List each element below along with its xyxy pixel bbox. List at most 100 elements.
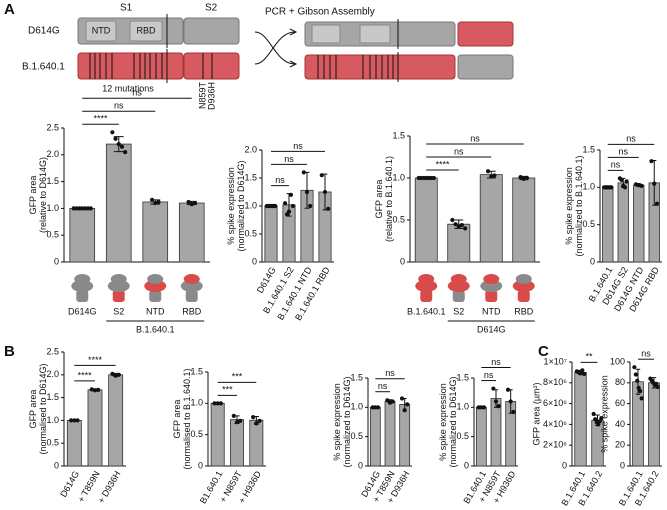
spike-icon-stalk bbox=[420, 290, 433, 302]
data-point bbox=[505, 387, 511, 392]
data-point bbox=[96, 387, 101, 392]
spike-icon-stalk bbox=[452, 290, 465, 302]
mutation-label: N859T bbox=[197, 82, 207, 110]
y-tick-label: 0.5 bbox=[190, 429, 203, 439]
spike-icon-ntd bbox=[480, 280, 503, 292]
y-tick-label: 1.0 bbox=[582, 182, 595, 192]
y-tick-label: 0 bbox=[198, 460, 203, 470]
bar bbox=[178, 202, 205, 263]
y-axis-label: % spike expression bbox=[599, 375, 609, 453]
data-point bbox=[518, 175, 523, 180]
y-tick-label: 2×10⁶ bbox=[543, 440, 567, 450]
y-tick-label: 1.5 bbox=[244, 172, 257, 182]
data-point bbox=[580, 368, 585, 373]
data-point bbox=[288, 192, 294, 197]
significance-label: ns bbox=[454, 146, 464, 156]
data-point bbox=[69, 418, 74, 423]
y-tick-label: 40 bbox=[615, 419, 625, 429]
group-label: B.1.640.1 bbox=[136, 324, 175, 334]
spike-icon-ntd bbox=[447, 280, 470, 292]
data-point bbox=[597, 419, 602, 424]
significance-label: ns bbox=[284, 154, 294, 164]
bar bbox=[87, 389, 103, 467]
chimera-bar bbox=[457, 54, 514, 80]
y-axis-label: GFP area(normalised to D614G) bbox=[28, 363, 48, 454]
spike-icon-rbd bbox=[450, 274, 467, 284]
y-tick-label: 1.5 bbox=[350, 372, 363, 382]
spike-icon-ntd bbox=[144, 280, 167, 292]
spike-icon-ntd bbox=[180, 280, 203, 292]
spike-icon-rbd bbox=[483, 274, 500, 284]
data-point bbox=[431, 175, 436, 181]
data-point bbox=[156, 199, 161, 205]
y-tick-label: 8×10⁶ bbox=[543, 377, 567, 387]
data-point bbox=[282, 201, 288, 206]
data-point bbox=[639, 396, 644, 401]
bar bbox=[69, 207, 96, 263]
spike-icon-stalk bbox=[185, 290, 198, 302]
data-point bbox=[649, 159, 654, 164]
data-point bbox=[638, 389, 643, 394]
data-point bbox=[582, 371, 587, 377]
data-point bbox=[508, 399, 513, 404]
x-tick-label: RBD bbox=[514, 306, 534, 316]
x-tick-label: NTD bbox=[482, 306, 501, 316]
data-point bbox=[186, 199, 191, 205]
y-tick-label: 1.5 bbox=[582, 144, 595, 154]
significance-label: ns bbox=[484, 370, 494, 380]
domain-label: RBD bbox=[136, 25, 156, 35]
bar bbox=[512, 177, 536, 263]
y-tick-label: 1×10⁷ bbox=[543, 356, 567, 366]
y-tick-label: 2.0 bbox=[46, 149, 59, 159]
y-tick-label: 0.5 bbox=[392, 214, 405, 224]
ntd-box bbox=[85, 20, 117, 42]
significance-label: **** bbox=[93, 114, 108, 124]
data-point bbox=[399, 396, 405, 401]
data-point bbox=[635, 378, 640, 383]
data-point bbox=[456, 224, 461, 229]
mutation-label: D936H bbox=[206, 82, 216, 110]
method-label: PCR + Gibson Assembly bbox=[265, 7, 375, 18]
bar bbox=[574, 371, 587, 467]
significance-label: ns bbox=[378, 381, 388, 391]
data-point bbox=[633, 372, 638, 377]
significance-label: ns bbox=[626, 134, 636, 144]
data-point bbox=[524, 175, 530, 181]
bar bbox=[648, 382, 660, 467]
y-tick-label: 0 bbox=[400, 256, 405, 266]
mutations-label: 12 mutations bbox=[102, 83, 154, 93]
data-point bbox=[212, 401, 217, 406]
y-tick-label: 100 bbox=[610, 356, 625, 366]
data-point bbox=[654, 201, 660, 206]
x-tick-label: S2 bbox=[113, 306, 124, 316]
data-point bbox=[632, 365, 637, 370]
significance-label: ns bbox=[114, 101, 124, 111]
data-point bbox=[234, 420, 240, 425]
domain-label: S1 bbox=[120, 3, 133, 14]
spike-icon-ntd bbox=[71, 280, 94, 292]
spike-icon-ntd bbox=[415, 280, 438, 292]
data-point bbox=[123, 150, 128, 155]
data-point bbox=[492, 173, 497, 178]
ntd-box bbox=[311, 24, 341, 44]
significance-label: ns bbox=[641, 349, 651, 359]
bar bbox=[490, 398, 502, 467]
y-axis-label: GFP area(normalised to B.1.640.1) bbox=[172, 368, 192, 469]
data-point bbox=[290, 203, 296, 209]
data-point bbox=[652, 181, 657, 186]
data-point bbox=[116, 372, 121, 377]
panel-label: C bbox=[538, 343, 549, 360]
data-point bbox=[254, 421, 259, 426]
y-axis-label: GFP area(relative to B.1.640.1) bbox=[374, 156, 394, 242]
data-point bbox=[639, 183, 644, 188]
data-point bbox=[622, 185, 628, 190]
bar bbox=[249, 419, 264, 467]
data-point bbox=[192, 200, 198, 206]
significance-label: ns bbox=[611, 160, 621, 170]
x-tick-label: B.1.640.1 bbox=[407, 306, 446, 316]
data-point bbox=[591, 411, 596, 417]
y-tick-label: 0.5 bbox=[582, 219, 595, 229]
bar bbox=[479, 174, 503, 263]
y-tick-label: 4×10⁶ bbox=[543, 419, 567, 429]
y-tick-label: 1.5 bbox=[190, 366, 203, 376]
